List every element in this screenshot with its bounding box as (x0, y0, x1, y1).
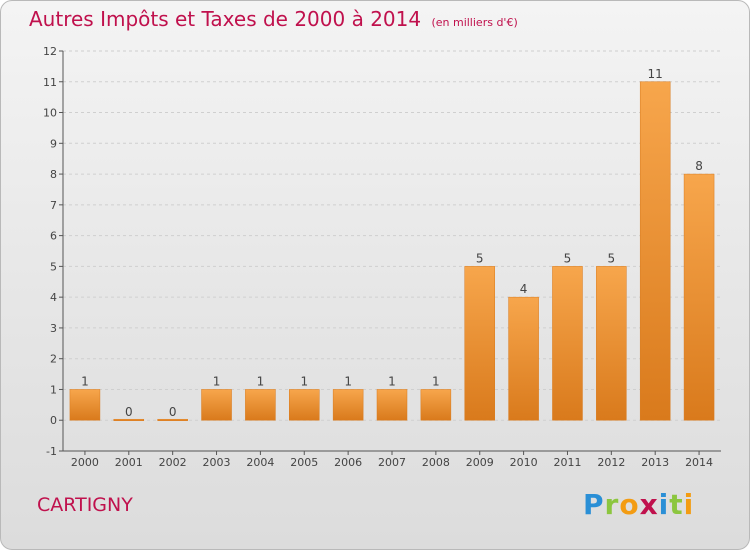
bar (113, 418, 145, 421)
x-tick-label: 2013 (641, 456, 669, 469)
logo-letter: t (669, 488, 684, 521)
y-tick-label: 9 (50, 137, 57, 150)
x-tick-label: 2009 (466, 456, 494, 469)
y-tick-label: 7 (50, 199, 57, 212)
bar-value-label: 4 (520, 282, 528, 296)
bar (69, 389, 101, 421)
y-tick-label: -1 (46, 445, 57, 458)
bar (639, 81, 671, 421)
x-tick-label: 2004 (246, 456, 274, 469)
bar-value-label: 1 (81, 374, 89, 388)
bar-value-label: 1 (257, 374, 265, 388)
logo-letter: i (658, 488, 670, 521)
bar (508, 296, 539, 421)
y-tick-label: 2 (50, 353, 57, 366)
x-tick-label: 2003 (203, 456, 231, 469)
y-tick-label: 3 (50, 322, 57, 335)
bar (464, 266, 495, 421)
x-tick-label: 2007 (378, 456, 406, 469)
bar-value-label: 5 (564, 251, 572, 265)
bar (596, 266, 627, 421)
y-tick-label: 10 (43, 107, 57, 120)
x-tick-label: 2005 (290, 456, 318, 469)
logo-letter: P (583, 488, 605, 521)
bar-value-label: 0 (125, 405, 133, 419)
x-tick-label: 2008 (422, 456, 450, 469)
y-tick-label: 6 (50, 230, 57, 243)
bar-value-label: 1 (300, 374, 308, 388)
y-tick-label: 1 (50, 383, 57, 396)
chart-subtitle: (en milliers d'€) (431, 16, 518, 29)
logo-letter: i (683, 488, 695, 521)
y-tick-label: 0 (50, 414, 57, 427)
bar (289, 389, 320, 421)
x-tick-label: 2014 (685, 456, 713, 469)
y-tick-label: 4 (50, 291, 57, 304)
bar (683, 173, 715, 421)
bar-value-label: 11 (648, 67, 663, 81)
proxiti-logo[interactable]: Proxiti (583, 488, 694, 521)
y-tick-label: 12 (43, 45, 57, 58)
x-tick-label: 2001 (115, 456, 143, 469)
bar-value-label: 1 (213, 374, 221, 388)
bar (201, 389, 232, 421)
bar-value-label: 1 (432, 374, 440, 388)
y-tick-label: 11 (43, 76, 57, 89)
logo-letter: o (619, 488, 640, 521)
bar-value-label: 1 (344, 374, 352, 388)
bar (376, 389, 408, 421)
bar-value-label: 1 (388, 374, 396, 388)
bar (332, 389, 364, 421)
bar (245, 389, 276, 421)
x-tick-label: 2000 (71, 456, 99, 469)
bar-value-label: 5 (476, 251, 484, 265)
logo-letter: r (604, 488, 620, 521)
chart-title: Autres Impôts et Taxes de 2000 à 2014 (e… (29, 7, 518, 31)
chart-title-text: Autres Impôts et Taxes de 2000 à 2014 (29, 7, 422, 31)
x-tick-label: 2006 (334, 456, 362, 469)
bar-value-label: 8 (695, 159, 703, 173)
x-tick-label: 2002 (159, 456, 187, 469)
location-label: CARTIGNY (37, 494, 133, 516)
logo-letter: x (639, 488, 659, 521)
y-tick-label: 5 (50, 260, 57, 273)
bar-value-label: 0 (169, 405, 177, 419)
x-tick-label: 2010 (510, 456, 538, 469)
bar (420, 389, 452, 421)
x-tick-label: 2011 (553, 456, 581, 469)
bar (157, 418, 188, 421)
bar (552, 266, 583, 421)
y-tick-label: 8 (50, 168, 57, 181)
x-tick-label: 2012 (597, 456, 625, 469)
bar-value-label: 5 (608, 251, 616, 265)
